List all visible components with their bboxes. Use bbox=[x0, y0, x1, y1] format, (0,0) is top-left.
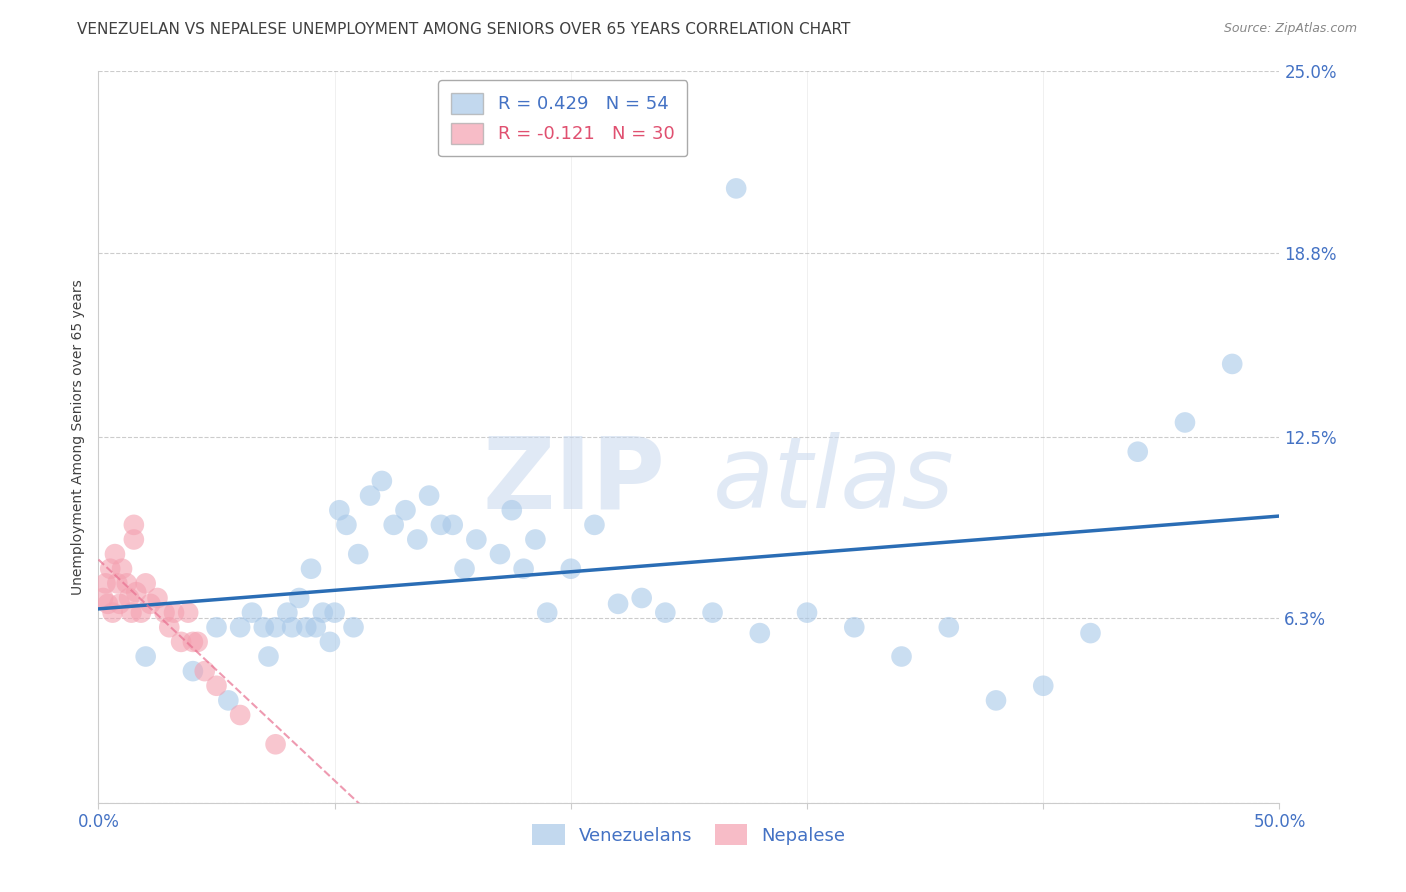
Point bbox=[347, 547, 370, 561]
Text: Source: ZipAtlas.com: Source: ZipAtlas.com bbox=[1223, 22, 1357, 36]
Point bbox=[1126, 444, 1149, 458]
Point bbox=[382, 517, 405, 532]
Point bbox=[253, 620, 276, 634]
Point bbox=[101, 606, 124, 620]
Point bbox=[125, 585, 148, 599]
Point bbox=[229, 708, 252, 723]
Point bbox=[524, 533, 547, 547]
Point bbox=[430, 517, 453, 532]
Point bbox=[97, 597, 120, 611]
Point bbox=[135, 649, 157, 664]
Point bbox=[105, 576, 128, 591]
Point bbox=[122, 533, 145, 547]
Point bbox=[153, 606, 176, 620]
Point bbox=[630, 591, 652, 605]
Point bbox=[108, 597, 131, 611]
Point bbox=[319, 635, 342, 649]
Point bbox=[702, 606, 724, 620]
Text: ZIP: ZIP bbox=[482, 433, 665, 530]
Point bbox=[725, 181, 748, 195]
Point bbox=[187, 635, 209, 649]
Point bbox=[240, 606, 263, 620]
Point bbox=[342, 620, 364, 634]
Point bbox=[146, 591, 169, 605]
Point bbox=[1032, 679, 1054, 693]
Point bbox=[312, 606, 335, 620]
Point bbox=[177, 606, 200, 620]
Point bbox=[281, 620, 304, 634]
Point bbox=[170, 635, 193, 649]
Point bbox=[359, 489, 381, 503]
Point bbox=[299, 562, 322, 576]
Point bbox=[984, 693, 1007, 707]
Point bbox=[194, 664, 217, 678]
Point bbox=[264, 737, 287, 751]
Point bbox=[157, 620, 180, 634]
Point bbox=[406, 533, 429, 547]
Point bbox=[583, 517, 606, 532]
Point bbox=[465, 533, 488, 547]
Point bbox=[938, 620, 960, 634]
Point bbox=[181, 664, 204, 678]
Point bbox=[257, 649, 280, 664]
Point bbox=[94, 576, 117, 591]
Point bbox=[536, 606, 558, 620]
Text: atlas: atlas bbox=[713, 433, 955, 530]
Point bbox=[453, 562, 475, 576]
Point bbox=[560, 562, 582, 576]
Point bbox=[295, 620, 318, 634]
Point bbox=[607, 597, 630, 611]
Point bbox=[305, 620, 328, 634]
Point bbox=[441, 517, 464, 532]
Point bbox=[1080, 626, 1102, 640]
Point bbox=[796, 606, 818, 620]
Point bbox=[98, 562, 121, 576]
Point bbox=[288, 591, 311, 605]
Point bbox=[844, 620, 866, 634]
Point bbox=[489, 547, 512, 561]
Point bbox=[1174, 416, 1197, 430]
Point bbox=[205, 679, 228, 693]
Point bbox=[163, 606, 186, 620]
Point bbox=[122, 517, 145, 532]
Point bbox=[205, 620, 228, 634]
Point bbox=[118, 591, 141, 605]
Point bbox=[1220, 357, 1243, 371]
Point bbox=[335, 517, 357, 532]
Point bbox=[748, 626, 770, 640]
Point bbox=[654, 606, 676, 620]
Point bbox=[890, 649, 912, 664]
Point bbox=[501, 503, 523, 517]
Y-axis label: Unemployment Among Seniors over 65 years: Unemployment Among Seniors over 65 years bbox=[70, 279, 84, 595]
Point bbox=[111, 562, 134, 576]
Legend: Venezuelans, Nepalese: Venezuelans, Nepalese bbox=[526, 817, 852, 852]
Point bbox=[323, 606, 346, 620]
Point bbox=[129, 606, 152, 620]
Point bbox=[121, 606, 143, 620]
Point bbox=[135, 576, 157, 591]
Point bbox=[394, 503, 416, 517]
Point bbox=[512, 562, 534, 576]
Point bbox=[328, 503, 350, 517]
Point bbox=[139, 597, 162, 611]
Point bbox=[276, 606, 298, 620]
Point bbox=[229, 620, 252, 634]
Text: VENEZUELAN VS NEPALESE UNEMPLOYMENT AMONG SENIORS OVER 65 YEARS CORRELATION CHAR: VENEZUELAN VS NEPALESE UNEMPLOYMENT AMON… bbox=[77, 22, 851, 37]
Point bbox=[115, 576, 138, 591]
Point bbox=[217, 693, 239, 707]
Point bbox=[91, 591, 114, 605]
Point bbox=[371, 474, 394, 488]
Point bbox=[264, 620, 287, 634]
Point bbox=[181, 635, 204, 649]
Point bbox=[104, 547, 127, 561]
Point bbox=[418, 489, 440, 503]
